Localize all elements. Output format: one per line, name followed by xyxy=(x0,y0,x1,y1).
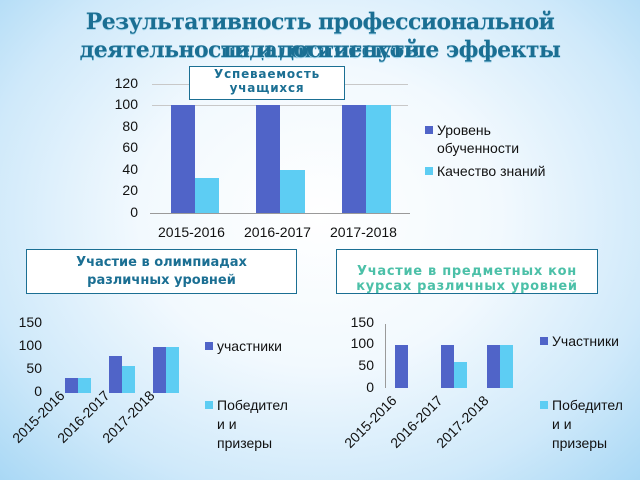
contests-title-box: Участие в предметных кон курсах различных… xyxy=(336,249,598,294)
legend-swatch-icon xyxy=(425,126,433,134)
x-label: 2015-2016 xyxy=(158,224,225,240)
x-label: 2017-2018 xyxy=(330,224,397,240)
bar-winners-2017 xyxy=(166,347,179,393)
bar-participants-2017 xyxy=(153,347,166,393)
legend-swatch-icon xyxy=(425,167,433,175)
bar-participants-2016 xyxy=(109,356,122,393)
y-tick: 100 xyxy=(114,96,138,112)
legend-participants: участники xyxy=(205,337,282,355)
y-tick: 150 xyxy=(18,314,42,330)
y-tick: 150 xyxy=(350,314,374,330)
y-tick: 100 xyxy=(18,337,42,353)
bar-level-2015 xyxy=(171,105,195,213)
bar-participants-2015 xyxy=(395,345,408,388)
legend-winners: Победител и и призеры xyxy=(540,396,623,453)
y-tick: 50 xyxy=(26,360,42,376)
legend-quality: Качество знаний xyxy=(425,162,545,180)
y-tick: 120 xyxy=(114,75,138,91)
bar-participants-2015 xyxy=(65,378,78,393)
performance-title-box: Успеваемость учащихся xyxy=(189,66,345,100)
bar-quality-2016 xyxy=(280,170,305,213)
bar-level-2016 xyxy=(256,105,280,213)
bar-participants-2017 xyxy=(487,345,500,388)
bar-winners-2016 xyxy=(122,366,135,393)
y-tick: 50 xyxy=(358,357,374,373)
gridline xyxy=(152,105,408,106)
x-axis xyxy=(150,213,410,214)
legend-swatch-icon xyxy=(205,342,213,350)
y-tick: 0 xyxy=(34,383,42,399)
y-tick: 0 xyxy=(366,379,374,395)
y-tick: 80 xyxy=(122,118,138,134)
legend-level: Уровень обученности xyxy=(425,121,519,157)
page-title-line2: деятельности и достигнутые эффекты xyxy=(79,37,561,63)
y-tick: 20 xyxy=(122,182,138,198)
bar-winners-2016 xyxy=(454,362,467,388)
bar-level-2017 xyxy=(342,105,366,213)
bar-winners-2015 xyxy=(78,378,91,393)
bar-quality-2015 xyxy=(195,178,219,213)
legend-participants: Участники xyxy=(540,332,619,350)
page-title-line1: Результативность профессиональной педаго… xyxy=(85,9,555,63)
legend-swatch-icon xyxy=(540,401,548,409)
y-tick: 0 xyxy=(130,204,138,220)
bar-quality-2017 xyxy=(366,105,391,213)
bar-participants-2016 xyxy=(441,345,454,388)
x-label: 2016-2017 xyxy=(244,224,311,240)
bar-winners-2017 xyxy=(500,345,513,388)
y-tick: 100 xyxy=(350,335,374,351)
legend-winners: Победител и и призеры xyxy=(205,396,288,453)
legend-swatch-icon xyxy=(205,401,213,409)
y-tick: 40 xyxy=(122,161,138,177)
olympiads-title-box: Участие в олимпиадах различных уровней xyxy=(26,249,297,294)
legend-swatch-icon xyxy=(540,337,548,345)
y-tick: 60 xyxy=(122,139,138,155)
y-axis xyxy=(385,324,386,388)
